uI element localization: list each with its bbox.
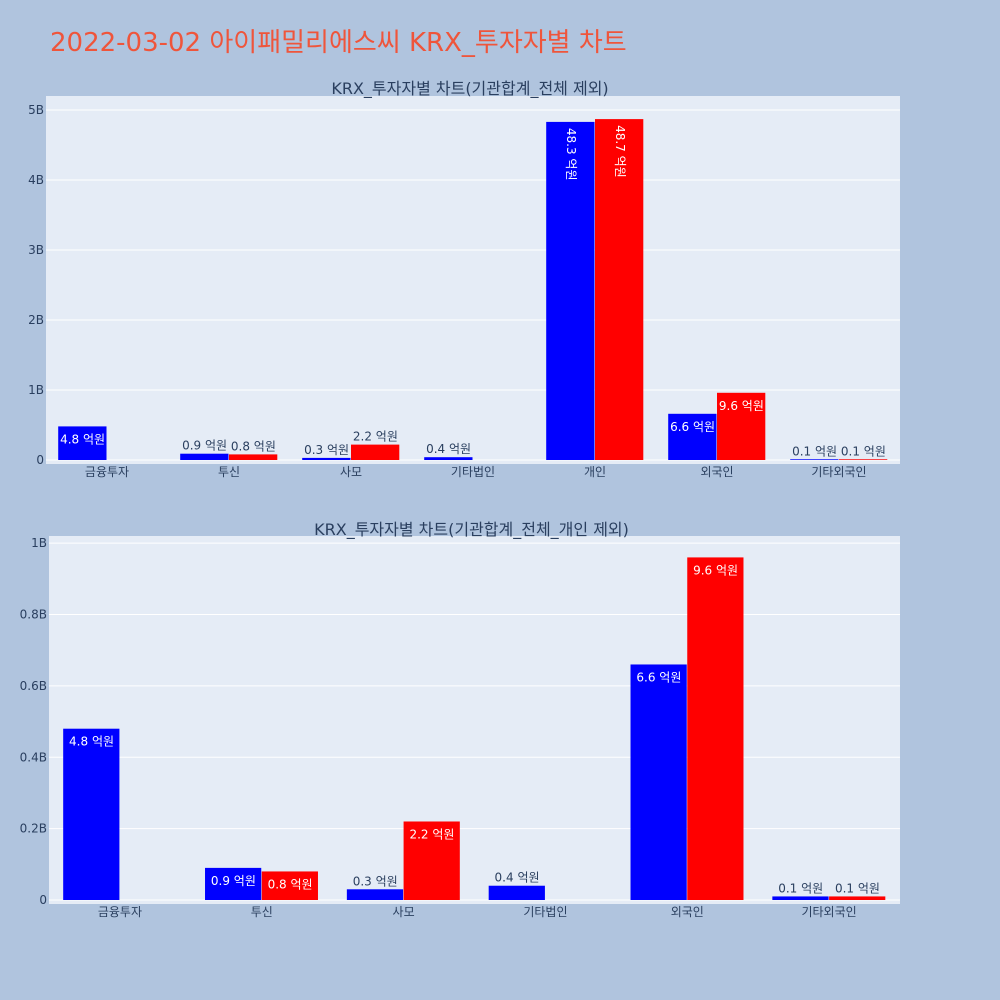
x-tick-label: 금융투자 [85, 465, 129, 479]
x-tick-label: 기타외국인 [801, 905, 856, 919]
chart-title: KRX_투자자별 차트(기관합계_전체 제외) [331, 79, 608, 99]
bar-value-label: 0.4 억원 [495, 871, 540, 885]
y-tick-label: 1B [31, 536, 47, 550]
bar-value-label: 48.7 억원 [613, 125, 627, 178]
x-tick-label: 기타법인 [523, 905, 567, 919]
bar [302, 457, 351, 460]
bar-value-label: 0.9 억원 [182, 439, 227, 453]
y-tick-label: 0 [36, 453, 44, 467]
bar [351, 444, 400, 460]
bar [424, 457, 473, 460]
bar [229, 454, 278, 460]
bar [772, 896, 829, 900]
bar-value-label: 0.3 억원 [304, 443, 349, 457]
bar [829, 896, 886, 900]
y-tick-label: 3B [28, 243, 44, 257]
bar [403, 821, 460, 900]
bar [63, 728, 120, 900]
chart-bottom: KRX_투자자별 차트(기관합계_전체_개인 제외) 0 0.2B 0.4B 0.6B 0… [20, 520, 900, 919]
bar-value-label: 9.6 억원 [719, 399, 764, 413]
bar-value-label: 0.9 억원 [211, 874, 256, 888]
x-tick-label: 금융투자 [98, 905, 142, 919]
bar [58, 426, 107, 460]
x-tick-label: 투신 [251, 905, 273, 919]
bar-value-label: 4.8 억원 [60, 432, 105, 446]
bar-value-label: 0.8 억원 [231, 439, 276, 453]
bar-value-label: 0.4 억원 [426, 442, 471, 456]
y-tick-label: 0.8B [20, 608, 47, 622]
bar-value-label: 48.3 억원 [564, 128, 578, 181]
y-tick-label: 0.6B [20, 679, 47, 693]
x-tick-label: 외국인 [700, 465, 733, 479]
chart-title: KRX_투자자별 차트(기관합계_전체_개인 제외) [314, 520, 629, 540]
plot-area [46, 96, 900, 464]
bar [488, 885, 545, 900]
bar-value-label: 6.6 억원 [670, 420, 715, 434]
bar-value-label: 9.6 억원 [693, 563, 738, 577]
bar [595, 119, 644, 460]
y-tick-label: 2B [28, 313, 44, 327]
y-tick-label: 1B [28, 383, 44, 397]
x-tick-label: 사모 [393, 905, 415, 919]
bar-value-label: 0.1 억원 [778, 881, 823, 895]
x-tick-label: 기타외국인 [811, 465, 866, 479]
bar-value-label: 0.8 억원 [268, 877, 313, 891]
bar-value-label: 6.6 억원 [636, 670, 681, 684]
bar-value-label: 0.3 억원 [353, 874, 398, 888]
bar [346, 889, 404, 900]
bar [180, 453, 229, 460]
bar-value-label: 2.2 억원 [409, 827, 454, 841]
y-tick-label: 0.4B [20, 750, 47, 764]
bar [546, 121, 595, 461]
bar [790, 459, 839, 460]
bar-value-label: 2.2 억원 [353, 430, 398, 444]
bar-value-label: 0.1 억원 [841, 444, 886, 458]
x-tick-label: 사모 [340, 465, 362, 479]
bar [205, 867, 262, 900]
x-tick-label: 투신 [218, 465, 240, 479]
y-tick-label: 5B [28, 103, 44, 117]
chart-top: KRX_투자자별 차트(기관합계_전체 제외) 0 1B 2B 3B 4B 5B 금융투자 4.… [28, 79, 900, 479]
page-title: 2022-03-02 아이패밀리에스씨 KRX_투자자별 차트 [50, 28, 627, 58]
bar-value-label: 0.1 억원 [792, 444, 837, 458]
bar-value-label: 0.1 억원 [835, 881, 880, 895]
x-tick-label: 외국인 [671, 905, 704, 919]
bar [687, 557, 744, 900]
bar-value-label: 4.8 억원 [69, 735, 114, 749]
y-tick-label: 4B [28, 173, 44, 187]
bar [261, 871, 318, 900]
y-tick-label: 0.2B [20, 822, 47, 836]
bar [630, 664, 687, 900]
bar [717, 392, 766, 460]
bar [668, 413, 717, 460]
y-tick-label: 0 [39, 893, 47, 907]
plot-area [49, 536, 900, 904]
bar [839, 459, 888, 460]
x-tick-label: 기타법인 [451, 465, 495, 479]
x-tick-label: 개인 [584, 465, 606, 479]
